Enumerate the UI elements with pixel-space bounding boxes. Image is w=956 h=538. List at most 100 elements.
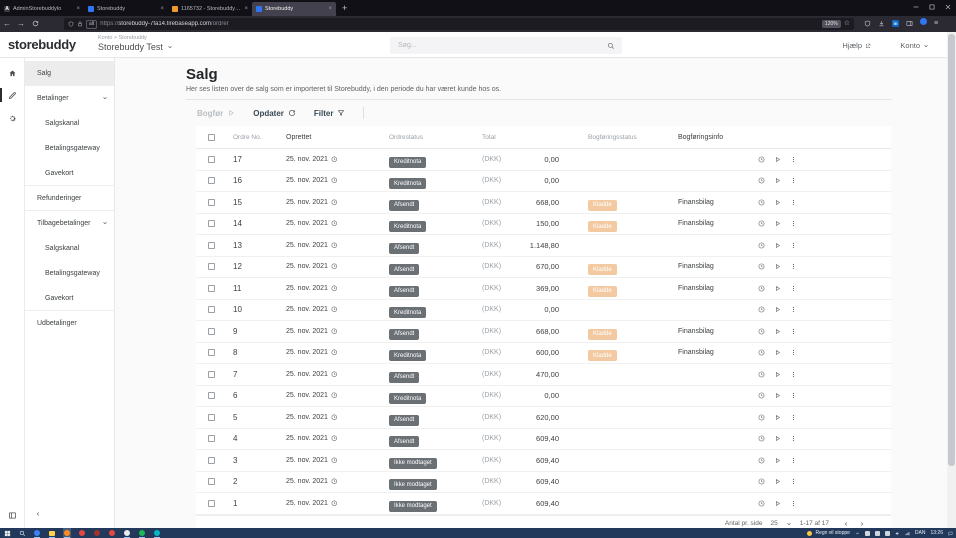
row-menu-button[interactable]	[790, 193, 797, 211]
row-checkbox[interactable]	[207, 284, 215, 292]
row-menu-button[interactable]	[790, 172, 797, 190]
row-checkbox[interactable]	[207, 392, 215, 400]
sidebar-item-salgskanal[interactable]: Salgskanal	[25, 111, 114, 136]
start-icon[interactable]	[3, 528, 11, 538]
tray-app-icon[interactable]	[884, 530, 890, 536]
url-bar[interactable]: alt https://storebuddy-7fa14.firebaseapp…	[64, 18, 854, 30]
browser-tab[interactable]: Storebuddy ×	[84, 2, 168, 16]
row-history-button[interactable]	[758, 172, 765, 190]
sidebar-panel-icon[interactable]	[906, 16, 913, 32]
row-post-button[interactable]	[774, 494, 781, 512]
row-history-button[interactable]	[758, 322, 765, 340]
row-menu-button[interactable]	[790, 494, 797, 512]
row-checkbox[interactable]	[207, 456, 215, 464]
tab-close-icon[interactable]: ×	[244, 6, 248, 12]
row-menu-button[interactable]	[790, 473, 797, 491]
column-header[interactable]: Bogføringsinfo	[678, 133, 724, 141]
sidebar-item-salg[interactable]: Salg	[25, 61, 114, 86]
weather-widget[interactable]: Regn vil stoppe	[807, 530, 850, 536]
sidebar-item-tilbagebetalinger[interactable]: Tilbagebetalinger	[25, 211, 114, 236]
row-history-button[interactable]	[758, 236, 765, 254]
sidebar-item-betalingsgateway[interactable]: Betalingsgateway	[25, 136, 114, 161]
row-post-button[interactable]	[774, 387, 781, 405]
row-checkbox[interactable]	[207, 198, 215, 206]
row-menu-button[interactable]	[790, 215, 797, 233]
taskbar-explorer-icon[interactable]	[48, 528, 56, 538]
filter-button[interactable]: Filter	[314, 109, 346, 118]
row-checkbox[interactable]	[207, 241, 215, 249]
extension-shield-icon[interactable]	[864, 16, 871, 32]
row-post-button[interactable]	[774, 301, 781, 319]
column-header[interactable]: Total	[482, 133, 496, 141]
per-page-value[interactable]: 25	[770, 520, 778, 527]
row-menu-button[interactable]	[790, 451, 797, 469]
row-post-button[interactable]	[774, 408, 781, 426]
row-post-button[interactable]	[774, 344, 781, 362]
row-checkbox[interactable]	[207, 327, 215, 335]
row-history-button[interactable]	[758, 215, 765, 233]
row-menu-button[interactable]	[790, 344, 797, 362]
column-header[interactable]: Ordrestatus	[389, 133, 423, 141]
row-checkbox[interactable]	[207, 263, 215, 271]
row-post-button[interactable]	[774, 365, 781, 383]
notification-icon[interactable]	[948, 531, 953, 536]
sidebar-item-gavekort[interactable]: Gavekort	[25, 286, 114, 311]
chevron-down-icon[interactable]	[786, 521, 792, 527]
row-history-button[interactable]	[758, 494, 765, 512]
clock-time[interactable]: 13:26	[930, 530, 943, 536]
back-icon[interactable]: ←	[3, 19, 11, 28]
row-menu-button[interactable]	[790, 236, 797, 254]
maximize-button[interactable]	[924, 0, 940, 13]
column-header[interactable]: Bogføringsstatus	[588, 133, 637, 141]
row-history-button[interactable]	[758, 473, 765, 491]
bookmark-star-icon[interactable]: ☆	[843, 20, 850, 27]
linkedin-extension-icon[interactable]: in	[892, 20, 899, 27]
tray-app-icon[interactable]	[864, 530, 870, 536]
row-post-button[interactable]	[774, 150, 781, 168]
row-menu-button[interactable]	[790, 301, 797, 319]
row-checkbox[interactable]	[207, 499, 215, 507]
tab-close-icon[interactable]: ×	[76, 6, 80, 12]
row-menu-button[interactable]	[790, 365, 797, 383]
scrollbar-thumb[interactable]	[948, 34, 955, 466]
reload-icon[interactable]	[28, 16, 42, 32]
row-history-button[interactable]	[758, 365, 765, 383]
row-checkbox[interactable]	[207, 220, 215, 228]
row-menu-button[interactable]	[790, 387, 797, 405]
row-menu-button[interactable]	[790, 430, 797, 448]
taskbar-app-red-icon[interactable]	[78, 528, 86, 538]
tab-close-icon[interactable]: ×	[160, 6, 164, 12]
taskbar-edge-icon[interactable]	[33, 528, 41, 538]
row-checkbox[interactable]	[207, 306, 215, 314]
taskbar-app-red-2-icon[interactable]	[108, 528, 116, 538]
help-link[interactable]: Hjælp	[842, 41, 871, 50]
home-icon[interactable]	[0, 64, 25, 82]
forward-icon[interactable]: →	[17, 19, 25, 28]
sidebar-item-salgskanal[interactable]: Salgskanal	[25, 236, 114, 261]
row-menu-button[interactable]	[790, 258, 797, 276]
row-post-button[interactable]	[774, 215, 781, 233]
row-post-button[interactable]	[774, 236, 781, 254]
column-header[interactable]: Ordre No.	[233, 133, 262, 141]
row-post-button[interactable]	[774, 451, 781, 469]
minimize-button[interactable]	[908, 0, 924, 13]
select-all-checkbox[interactable]	[207, 133, 215, 141]
row-post-button[interactable]	[774, 279, 781, 297]
taskbar-firefox-icon[interactable]	[63, 528, 71, 538]
previous-page-icon[interactable]	[843, 521, 849, 527]
row-history-button[interactable]	[758, 408, 765, 426]
search-icon[interactable]	[607, 42, 615, 50]
row-checkbox[interactable]	[207, 413, 215, 421]
column-header[interactable]: Oprettet	[286, 133, 312, 141]
browser-tab[interactable]: A AdminStorebuddyIo ×	[0, 2, 84, 16]
storebuddy-logo[interactable]: storebuddy	[8, 37, 76, 52]
search-input[interactable]	[390, 42, 607, 49]
zoom-level-badge[interactable]: 120%	[821, 20, 841, 28]
konto-menu[interactable]: Konto	[900, 41, 929, 50]
row-history-button[interactable]	[758, 387, 765, 405]
row-history-button[interactable]	[758, 344, 765, 362]
row-post-button[interactable]	[774, 172, 781, 190]
page-scrollbar[interactable]	[947, 32, 956, 528]
menu-icon[interactable]: ≡	[934, 20, 939, 27]
network-icon[interactable]	[905, 531, 910, 536]
